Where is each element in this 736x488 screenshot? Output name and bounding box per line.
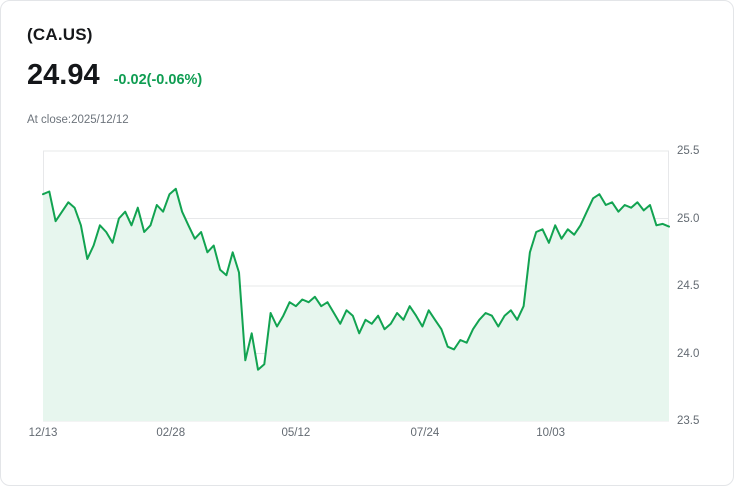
- ticker-symbol: (CA.US): [27, 25, 93, 44]
- y-axis-tick-label: 25.0: [677, 212, 700, 225]
- area-fill: [43, 188, 669, 421]
- y-axis-tick-label: 24.5: [677, 280, 700, 292]
- x-axis-tick-label: 05/12: [281, 427, 311, 439]
- price-line: [42, 187, 670, 371]
- x-axis-tick-label: 12/13: [28, 427, 58, 439]
- as-of-timestamp: At close:2025/12/12: [27, 114, 129, 126]
- price-change: -0.02(-0.06%): [113, 72, 203, 88]
- y-axis-tick-label: 25.5: [677, 145, 700, 157]
- y-axis-tick-label: 24.0: [677, 347, 700, 360]
- y-axis-labels: 25.5 25.0 24.5 24.0 23.5: [677, 145, 723, 427]
- x-axis-tick-label: 07/24: [410, 427, 440, 439]
- price-chart-svg[interactable]: [42, 150, 670, 422]
- price-row: 24.94 -0.02(-0.06%): [27, 59, 202, 92]
- x-axis-tick-label: 02/28: [156, 427, 186, 439]
- price-chart[interactable]: [42, 150, 670, 422]
- y-axis-tick-label: 23.5: [677, 415, 700, 427]
- last-price: 24.94: [27, 59, 100, 91]
- x-axis-tick-label: 10/03: [536, 427, 566, 439]
- x-axis-labels: 12/13 02/28 05/12 07/24 10/03: [29, 427, 669, 443]
